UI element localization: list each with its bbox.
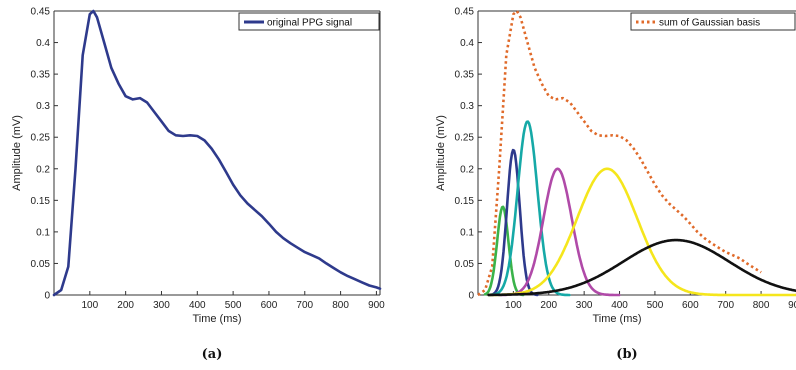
y-tick-label: 0.4: [36, 38, 50, 49]
x-tick-label: 200: [540, 300, 557, 311]
panel-caption: (b): [616, 347, 637, 362]
chart-panel-a: 0 0.05 0.1 0.15 0.2 0.25 0.3 0.35 0.4 0.45 100 200 3…: [11, 7, 385, 363]
y-tick-label: 0.05: [31, 259, 51, 270]
y-tick-label: 0.2: [460, 164, 474, 175]
x-tick-label: 100: [505, 300, 522, 311]
gaussian-component-4: [497, 167, 621, 297]
y-tick-label: 0.45: [455, 7, 475, 18]
legend-label: sum of Gaussian basis: [659, 18, 760, 29]
x-tick-label: 300: [153, 300, 170, 311]
series-line-sum-of-gaussian-basis: [477, 9, 762, 297]
gaussian-component-2: [487, 148, 539, 297]
x-tick-label: 800: [332, 300, 349, 311]
y-tick-label: 0.4: [460, 38, 474, 49]
y-tick-label: 0.3: [36, 101, 50, 112]
y-tick-label: 0.45: [31, 7, 51, 18]
y-tick-label: 0.1: [460, 227, 474, 238]
y-tick-label: 0: [468, 291, 474, 302]
y-tick-label: 0.2: [36, 164, 50, 175]
x-tick-label: 300: [576, 300, 593, 311]
x-tick-label: 500: [225, 300, 242, 311]
y-tick-label: 0.35: [31, 70, 51, 81]
x-tick-label: 600: [682, 300, 699, 311]
x-tick-label: 700: [717, 300, 734, 311]
x-tick-label: 400: [189, 300, 206, 311]
legend-box: [238, 12, 380, 31]
y-tick-label: 0.05: [455, 259, 475, 270]
chart-panel-b: 0 0.05 0.1 0.15 0.2 0.25 0.3 0.35 0.4 0.45 100 200 3…: [435, 7, 796, 362]
y-tick-label: 0.25: [455, 133, 475, 144]
x-tick-label: 500: [647, 300, 664, 311]
x-tick-label: 900: [368, 300, 385, 311]
x-axis-label: Time (ms): [592, 313, 641, 325]
legend: sum of Gaussian basis: [630, 12, 796, 31]
x-tick-label: 200: [117, 300, 134, 311]
x-tick-label: 100: [81, 300, 98, 311]
y-tick-label: 0.25: [31, 133, 51, 144]
y-tick-label: 0: [44, 291, 50, 302]
x-axis-label: Time (ms): [192, 313, 241, 325]
series-line-original-ppg-signal: [52, 9, 382, 297]
gaussian-component-1: [483, 205, 525, 297]
y-tick-label: 0.1: [36, 227, 50, 238]
y-axis-label: Amplitude (mV): [435, 115, 447, 191]
x-tick-label: 400: [611, 300, 628, 311]
x-tick-label: 600: [261, 300, 278, 311]
y-tick-label: 0.35: [455, 70, 475, 81]
x-tick-label: 800: [753, 300, 770, 311]
gaussian-component-5: [487, 167, 796, 297]
legend: original PPG signal: [238, 12, 380, 31]
y-axis-label: Amplitude (mV): [11, 115, 23, 191]
y-tick-label: 0.3: [460, 101, 474, 112]
y-tick-label: 0.15: [455, 196, 475, 207]
x-tick-label: 900: [788, 300, 796, 311]
gaussian-component-6: [487, 238, 796, 297]
panel-caption: (a): [202, 347, 223, 362]
y-tick-label: 0.15: [31, 196, 51, 207]
x-tick-label: 700: [296, 300, 313, 311]
legend-box: [630, 12, 796, 31]
legend-label: original PPG signal: [267, 18, 352, 29]
